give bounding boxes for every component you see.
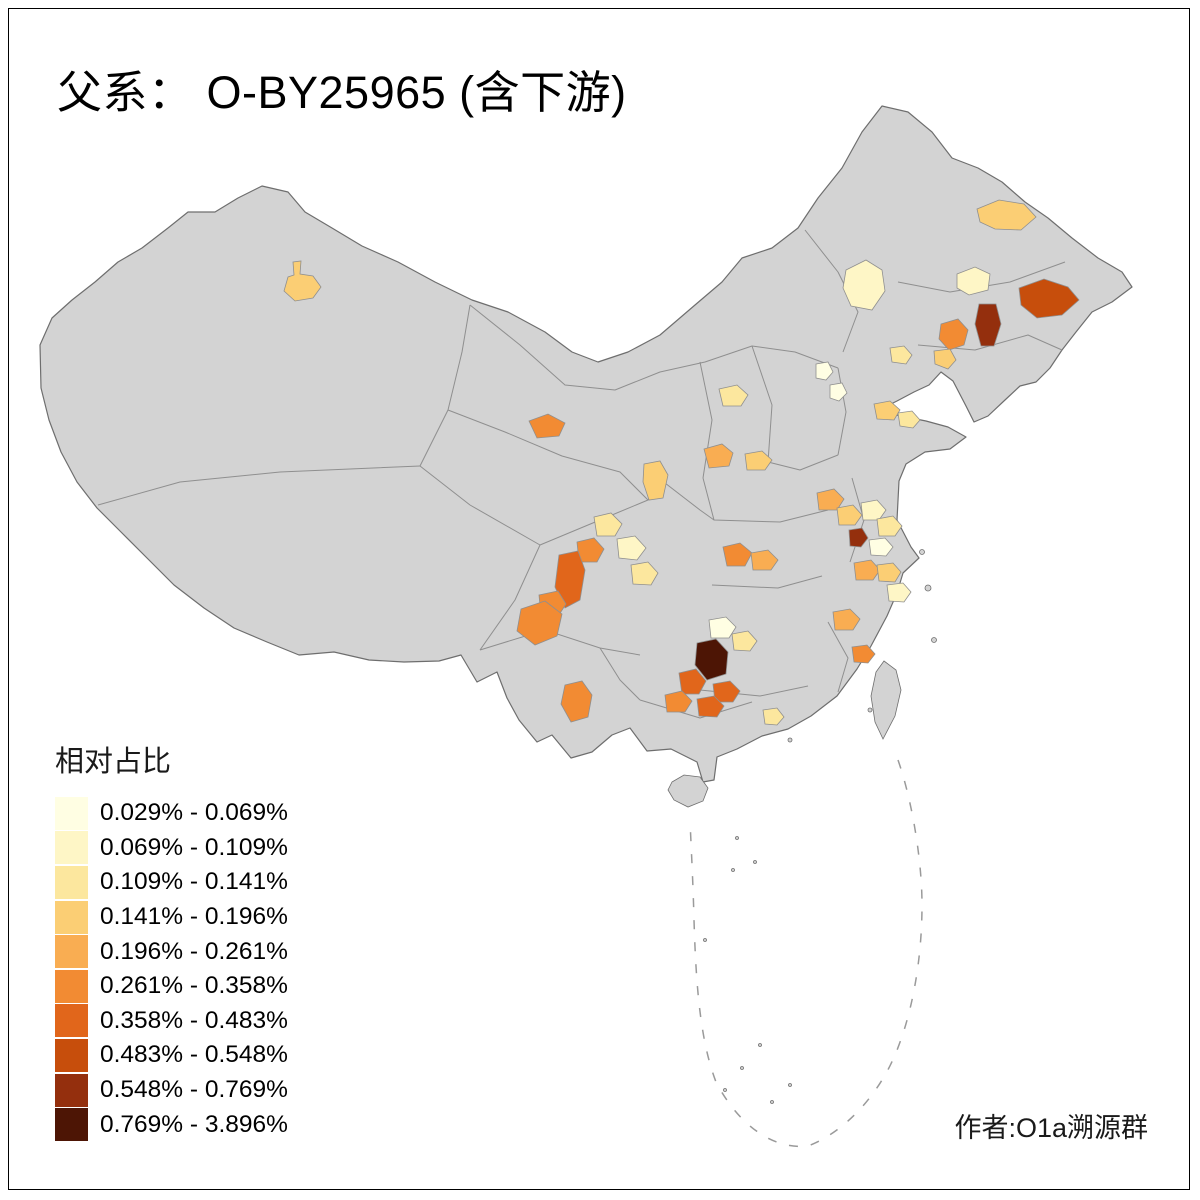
prefecture-zhejiang-north	[876, 562, 902, 583]
legend-rows: 0.029% - 0.069% 0.069% - 0.109% 0.109% - 0…	[55, 796, 288, 1142]
prefecture-chongqing	[722, 542, 753, 567]
coastal-islets	[787, 549, 937, 743]
legend-row: 0.109% - 0.141%	[55, 865, 288, 900]
sea-islets	[703, 836, 792, 1104]
prefecture-hubei-east	[816, 488, 845, 511]
legend-label: 0.109% - 0.141%	[100, 868, 288, 896]
prefecture-anhui-north	[836, 504, 863, 526]
prefecture-yunnan-northeast	[516, 600, 563, 646]
prefecture-heilongjiang-north	[976, 199, 1037, 231]
prefecture-xinjiang-patch	[283, 260, 322, 302]
legend-row: 0.548% - 0.769%	[55, 1073, 288, 1108]
china-mainland-shape	[39, 105, 1133, 783]
prefecture-hubei-west	[750, 549, 779, 571]
prefecture-anhui-south	[853, 559, 881, 581]
prefecture-liaoning-east	[974, 303, 1002, 347]
legend-label: 0.548% - 0.769%	[100, 1076, 288, 1104]
legend-row: 0.261% - 0.358%	[55, 969, 288, 1004]
prefecture-heilongjiang-west	[842, 259, 886, 311]
prefecture-yunnan-south	[560, 680, 593, 723]
legend-label: 0.141% - 0.196%	[100, 903, 288, 931]
attribution: 作者:O1a溯源群	[954, 1113, 1148, 1143]
prefecture-jilin-east	[1018, 278, 1080, 319]
prefecture-beijing-south	[829, 382, 848, 402]
legend-label: 0.358% - 0.483%	[100, 1006, 288, 1034]
legend-swatch	[55, 900, 88, 934]
prefecture-liaoning-west	[889, 345, 913, 365]
prefecture-hunan-north	[708, 616, 737, 639]
figure-title: 父系： O-BY25965 (含下游)	[57, 67, 627, 118]
legend-swatch	[55, 796, 88, 830]
legend-swatch	[55, 969, 88, 1003]
legend-swatch	[55, 935, 88, 969]
prefecture-guangxi-north	[696, 695, 725, 718]
taiwan-island	[870, 660, 902, 740]
prefecture-zhejiang-east	[886, 582, 912, 603]
legend-row: 0.141% - 0.196%	[55, 900, 288, 935]
legend-label: 0.261% - 0.358%	[100, 972, 288, 1000]
legend-swatch	[55, 1073, 88, 1107]
prefecture-henan-north	[718, 384, 749, 407]
nine-dash-line	[689, 759, 923, 1148]
prefecture-jiangxi-north	[832, 608, 861, 631]
prefecture-liaoning-central	[938, 318, 969, 351]
legend-title: 相对占比	[55, 746, 172, 778]
prefecture-gansu-west	[528, 413, 566, 439]
colored-prefectures	[283, 199, 1080, 726]
legend-swatch	[55, 1038, 88, 1072]
legend-label: 0.069% - 0.109%	[100, 833, 288, 861]
prefecture-jilin-central-pale	[956, 266, 991, 296]
legend-row: 0.769% - 3.896%	[55, 1107, 288, 1142]
legend-row: 0.358% - 0.483%	[55, 1004, 288, 1039]
prefecture-jiangsu-north1	[860, 499, 887, 521]
prefecture-guangdong-central	[762, 707, 785, 726]
prefecture-sichuan-north1	[593, 512, 623, 537]
prefecture-fujian-central	[851, 644, 876, 664]
prefecture-jiangsu-south	[868, 537, 894, 557]
legend-row: 0.196% - 0.261%	[55, 934, 288, 969]
prefecture-guizhou-northeast-darkest	[694, 638, 729, 681]
legend-swatch	[55, 1108, 88, 1142]
prefecture-liaoning-south	[933, 348, 957, 370]
hainan-island	[667, 774, 709, 808]
legend-swatch	[55, 1004, 88, 1038]
legend: 相对占比 0.029% - 0.069% 0.069% - 0.109% 0.109…	[55, 738, 288, 1142]
legend-row: 0.029% - 0.069%	[55, 796, 288, 831]
prefecture-henan-central	[744, 450, 773, 471]
prefecture-jiangsu-north2	[876, 515, 903, 537]
legend-swatch	[55, 831, 88, 865]
prefecture-sichuan-east	[630, 561, 659, 586]
legend-label: 0.769% - 3.896%	[100, 1110, 288, 1138]
prefecture-shandong-east	[897, 410, 921, 429]
prefecture-sichuan-west	[554, 550, 586, 609]
legend-row: 0.069% - 0.109%	[55, 831, 288, 866]
legend-row: 0.483% - 0.548%	[55, 1038, 288, 1073]
prefecture-hunan-east	[731, 630, 758, 652]
legend-swatch	[55, 865, 88, 899]
prefecture-beijing-north	[815, 361, 834, 381]
prefecture-gansu-south	[642, 460, 669, 501]
prefecture-sichuan-north2	[616, 535, 647, 561]
legend-label: 0.483% - 0.548%	[100, 1041, 288, 1069]
prefecture-guizhou-southwest	[664, 690, 693, 713]
prefecture-nanjing-dark	[848, 527, 869, 548]
prefecture-guizhou-west	[678, 668, 707, 695]
legend-label: 0.029% - 0.069%	[100, 799, 288, 827]
prefecture-shandong-north	[873, 400, 901, 421]
legend-label: 0.196% - 0.261%	[100, 937, 288, 965]
prefecture-shaanxi-south	[703, 443, 734, 469]
